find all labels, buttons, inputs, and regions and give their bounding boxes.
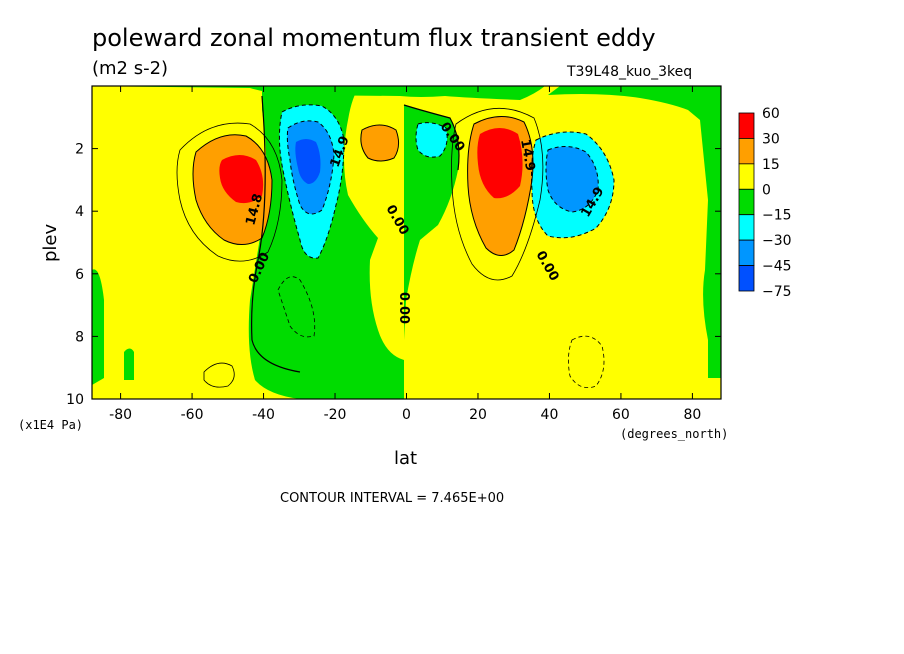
units-label: (m2 s-2) <box>92 58 168 79</box>
y-tick-label: 8 <box>75 329 84 345</box>
colorbar-swatch <box>738 112 755 139</box>
plot-area: 14.8 0.00 14.9 0.00 0.00 0.00 0.00 14.9 … <box>91 85 722 400</box>
colorbar-swatch <box>738 265 755 292</box>
negative-contour-lines <box>277 104 615 389</box>
colorbar-swatch <box>738 163 755 190</box>
contour-lines <box>176 95 544 373</box>
x-tick-label: 80 <box>683 407 701 423</box>
colorbar: 60 30 15 0 −15 −30 −45 −75 <box>738 106 792 300</box>
y-unit-label: (x1E4 Pa) <box>18 418 83 432</box>
x-tick-label: 20 <box>469 407 487 423</box>
thin-positive-contours <box>203 362 235 388</box>
run-label: T39L48_kuo_3keq <box>566 64 692 80</box>
colorbar-label: −45 <box>762 259 792 275</box>
y-tick-label: 2 <box>75 142 84 158</box>
colorbar-label: −15 <box>762 208 792 224</box>
x-tick-label: -20 <box>324 407 347 423</box>
chart-title: poleward zonal momentum flux transient e… <box>92 24 656 52</box>
fill-negative-regions <box>279 104 614 259</box>
x-tick-label: -40 <box>252 407 275 423</box>
colorbar-swatch <box>738 239 755 266</box>
colorbar-swatch <box>738 188 755 216</box>
x-tick-label: 40 <box>541 407 559 423</box>
colorbar-label: 30 <box>762 131 780 147</box>
colorbar-label: −30 <box>762 233 792 249</box>
contour-interval-text: CONTOUR INTERVAL = 7.465E+00 <box>280 491 504 506</box>
colorbar-swatch <box>738 138 755 165</box>
y-axis: 2 4 6 8 10 <box>66 142 721 408</box>
colorbar-label: 60 <box>762 106 780 122</box>
y-tick-label: 6 <box>75 267 84 283</box>
contour-label: 14.9 <box>517 138 537 172</box>
y-axis-label: plev <box>40 223 61 262</box>
contour-label: 0.00 <box>396 292 411 324</box>
y-tick-label: 4 <box>75 204 84 220</box>
colorbar-label: 0 <box>762 182 771 198</box>
colorbar-label: 15 <box>762 157 780 173</box>
x-axis-label: lat <box>394 448 417 469</box>
x-tick-label: 60 <box>612 407 630 423</box>
x-tick-label: -80 <box>109 407 132 423</box>
x-tick-label: -60 <box>181 407 204 423</box>
colorbar-swatch <box>738 214 755 241</box>
x-tick-label: 0 <box>402 407 411 423</box>
fill-positive-regions <box>193 116 533 256</box>
y-tick-label: 10 <box>66 392 84 408</box>
colorbar-label: −75 <box>762 284 792 300</box>
x-axis: -80 -60 -40 -20 0 20 40 60 80 <box>109 86 701 423</box>
x-unit-label: (degrees_north) <box>620 427 728 441</box>
